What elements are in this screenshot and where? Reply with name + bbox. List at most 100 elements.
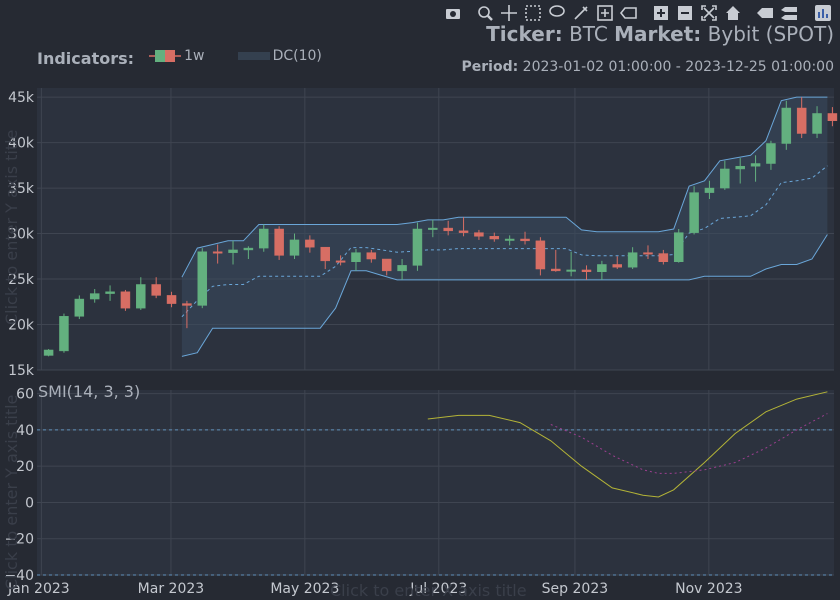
candle[interactable] bbox=[412, 222, 423, 271]
candle[interactable] bbox=[351, 249, 361, 271]
candle[interactable] bbox=[151, 277, 161, 299]
candle[interactable] bbox=[381, 258, 392, 276]
candle[interactable] bbox=[120, 289, 131, 311]
candle[interactable] bbox=[105, 285, 115, 301]
candle[interactable] bbox=[305, 235, 315, 253]
candle[interactable] bbox=[689, 186, 699, 235]
candle[interactable] bbox=[320, 246, 330, 270]
y2-tick-label: 40 bbox=[16, 423, 34, 439]
candle[interactable] bbox=[458, 217, 469, 237]
candle[interactable] bbox=[597, 260, 607, 280]
x-tick-label: Nov 2023 bbox=[675, 581, 742, 597]
y1-axis-title-placeholder[interactable]: Click to enter Y axis title bbox=[2, 130, 21, 325]
candle-body bbox=[535, 240, 546, 270]
spike-lines-icon[interactable] bbox=[757, 8, 773, 18]
candle[interactable] bbox=[504, 235, 515, 246]
candle[interactable] bbox=[643, 245, 653, 260]
smi-plot-area[interactable] bbox=[37, 390, 834, 575]
candle[interactable] bbox=[796, 97, 807, 139]
candle[interactable] bbox=[612, 256, 622, 270]
candle[interactable] bbox=[166, 291, 177, 308]
candle[interactable] bbox=[212, 244, 223, 264]
price-panel[interactable] bbox=[37, 88, 838, 371]
candle[interactable] bbox=[474, 229, 484, 240]
candle[interactable] bbox=[366, 249, 377, 263]
legend-item-dc[interactable]: DC(10) bbox=[237, 48, 322, 64]
candle[interactable] bbox=[750, 155, 761, 182]
zoom-in-icon[interactable] bbox=[654, 6, 668, 20]
candle-body bbox=[197, 251, 208, 306]
candle[interactable] bbox=[535, 237, 546, 276]
eraser-shape bbox=[619, 7, 637, 19]
candle[interactable] bbox=[566, 251, 576, 277]
candle[interactable] bbox=[59, 313, 69, 353]
zoomin-plus bbox=[657, 9, 665, 17]
candle[interactable] bbox=[182, 300, 192, 329]
candle[interactable] bbox=[551, 249, 561, 272]
draw-rect-icon[interactable] bbox=[597, 5, 613, 21]
candle[interactable] bbox=[704, 180, 715, 199]
smi-panel[interactable] bbox=[37, 390, 834, 576]
x-axis-title-placeholder[interactable]: Click to enter X axis title bbox=[330, 581, 527, 600]
home-icon[interactable] bbox=[726, 6, 740, 20]
lasso-loop bbox=[549, 5, 565, 17]
candle[interactable] bbox=[735, 158, 745, 184]
candle-body bbox=[566, 269, 576, 272]
candle[interactable] bbox=[827, 107, 838, 127]
autoscale-icon[interactable] bbox=[701, 5, 717, 21]
candle[interactable] bbox=[658, 249, 669, 265]
compare-shape bbox=[781, 7, 797, 20]
eraser-icon[interactable] bbox=[619, 7, 637, 19]
draw-line-icon[interactable] bbox=[574, 6, 588, 20]
y2-axis-title-placeholder[interactable]: Click to enter Y axis title bbox=[2, 395, 21, 590]
candle[interactable] bbox=[443, 220, 453, 236]
candle[interactable] bbox=[627, 247, 638, 270]
candle[interactable] bbox=[520, 231, 530, 245]
candle[interactable] bbox=[289, 233, 300, 260]
market-value: Bybit (SPOT) bbox=[707, 22, 834, 46]
candle-legend-icon bbox=[149, 50, 182, 62]
candle[interactable] bbox=[766, 140, 776, 170]
candle-body bbox=[305, 239, 315, 248]
donchian-fill bbox=[181, 97, 828, 357]
lasso-icon[interactable] bbox=[549, 5, 565, 17]
candle[interactable] bbox=[335, 255, 346, 266]
candle[interactable] bbox=[274, 226, 284, 260]
candle[interactable] bbox=[812, 106, 822, 139]
zoom-out-icon[interactable] bbox=[678, 6, 692, 20]
candle[interactable] bbox=[781, 100, 792, 150]
box-select-icon[interactable] bbox=[525, 5, 541, 21]
zoom-icon[interactable] bbox=[478, 6, 493, 21]
candle[interactable] bbox=[489, 232, 500, 242]
x-tick-label: Mar 2023 bbox=[138, 581, 205, 597]
candle[interactable] bbox=[673, 229, 684, 263]
candle[interactable] bbox=[428, 219, 438, 238]
candle-body bbox=[243, 247, 254, 251]
rect-plus bbox=[601, 9, 609, 17]
candle[interactable] bbox=[197, 248, 208, 309]
candle[interactable] bbox=[243, 246, 254, 260]
candle[interactable] bbox=[89, 289, 100, 303]
legend-item-candles[interactable]: 1w bbox=[149, 48, 204, 64]
candle[interactable] bbox=[397, 259, 407, 280]
pan-icon[interactable] bbox=[501, 5, 517, 21]
donchian-middle-line[interactable] bbox=[181, 165, 828, 318]
candle-body bbox=[520, 238, 530, 242]
candle-body bbox=[274, 228, 284, 256]
candle[interactable] bbox=[720, 160, 730, 190]
candle[interactable] bbox=[581, 265, 592, 280]
candle-body bbox=[397, 265, 407, 272]
candle[interactable] bbox=[136, 277, 146, 310]
compare-icon[interactable] bbox=[781, 7, 797, 20]
candle[interactable] bbox=[74, 295, 85, 320]
smi-signal-line[interactable] bbox=[550, 413, 828, 474]
candle[interactable] bbox=[259, 224, 269, 252]
donchian-lower-line[interactable] bbox=[181, 234, 828, 357]
smi-line[interactable] bbox=[427, 391, 828, 498]
candle-body bbox=[489, 236, 500, 240]
plotly-logo-icon[interactable] bbox=[815, 5, 831, 21]
camera-icon[interactable] bbox=[446, 9, 460, 19]
candle[interactable] bbox=[228, 240, 238, 265]
candle[interactable] bbox=[43, 349, 54, 357]
donchian-upper-line[interactable] bbox=[181, 96, 828, 278]
